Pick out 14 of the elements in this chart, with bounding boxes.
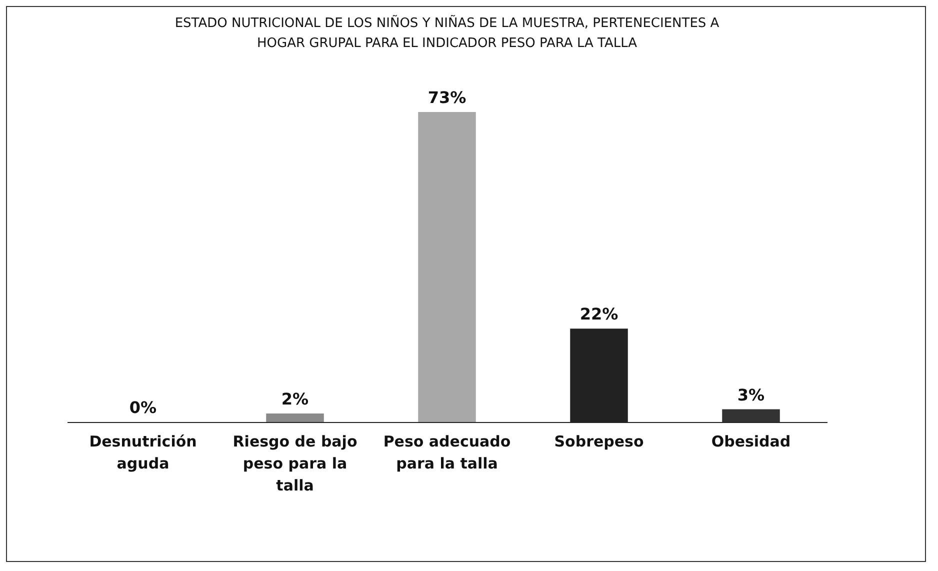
x-tick-label: Riesgo de bajo peso para la talla (232, 432, 358, 494)
bar (722, 409, 780, 422)
x-tick-label: Sobrepeso (554, 432, 644, 450)
data-label: 0% (129, 398, 157, 417)
data-label: 3% (737, 385, 765, 404)
x-tick-label: Desnutrición aguda (89, 432, 197, 472)
data-label: 2% (281, 390, 309, 409)
data-label: 73% (428, 88, 466, 107)
bar (266, 414, 324, 422)
x-tick-label: Peso adecuado para la talla (383, 432, 511, 472)
x-tick-label: Obesidad (711, 432, 791, 450)
bar (418, 112, 476, 422)
chart-title: ESTADO NUTRICIONAL DE LOS NIÑOS Y NIÑAS DE LA MUESTRA, PERTENECIENTES A HOGAR GRUPAL PARA EL INDICADOR PESO PARA LA TALLA (174, 15, 720, 51)
data-label: 22% (580, 304, 618, 324)
